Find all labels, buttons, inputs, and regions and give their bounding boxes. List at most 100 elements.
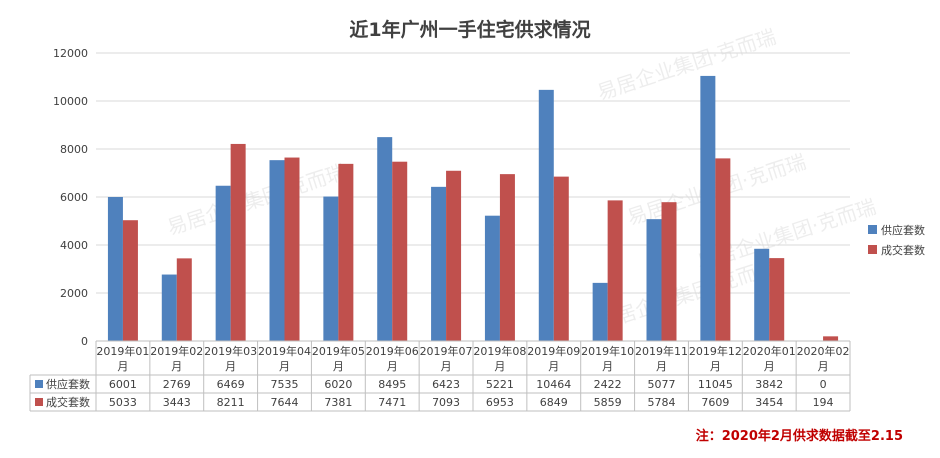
category-label: 2020年01 [743,344,796,358]
data-label: 5859 [594,396,622,409]
y-tick-label: 6000 [60,191,88,204]
bar-supply [754,248,770,341]
y-tick-label: 10000 [53,95,88,108]
data-label: 6469 [217,378,245,391]
bars-layer [107,75,839,342]
bar-deal [661,202,677,341]
category-label: 月 [494,360,505,373]
data-label: 7535 [271,378,299,391]
data-label: 7381 [324,396,352,409]
data-label: 6001 [109,378,137,391]
bar-supply [269,160,285,341]
category-label: 月 [710,360,721,373]
data-label: 0 [820,378,827,391]
category-label: 2019年03 [204,344,257,358]
bar-supply [215,185,231,341]
data-label: 5784 [648,396,676,409]
bar-supply [700,75,716,342]
data-label: 6953 [486,396,514,409]
bar-supply [107,196,123,341]
category-label: 2019年11 [635,344,688,358]
watermark-text: 易居企业集团·克而瑞 [594,24,779,104]
table-legend-key [35,380,43,388]
data-label: 3842 [755,378,783,391]
bar-supply [323,196,339,341]
data-label: 2422 [594,378,622,391]
category-label: 月 [548,360,559,373]
category-label: 月 [171,360,182,373]
data-label: 7644 [271,396,299,409]
bar-deal [176,258,192,341]
table-series-label: 供应套数 [46,377,90,391]
bar-deal [446,170,462,341]
data-table: 2019年01 月 2019年02 月 2019年03 月 2019年04 月 2019年05 月… [29,340,851,412]
category-label: 2019年07 [420,344,473,358]
category-label: 2019年02 [150,344,203,358]
category-label: 2019年12 [689,344,742,358]
y-tick-label: 4000 [60,239,88,252]
y-tick-label: 12000 [53,47,88,60]
legend-swatch [868,225,877,234]
category-label: 2019年09 [527,344,580,358]
bar-supply [431,186,447,341]
table-legend-key [35,398,43,406]
bar-deal [122,220,138,341]
category-label: 月 [656,360,667,373]
category-label: 2020年02 [797,344,850,358]
table-series-label: 成交套数 [46,395,90,409]
data-label: 6020 [324,378,352,391]
data-label: 2769 [163,378,191,391]
category-label: 月 [764,360,775,373]
bar-deal [230,143,246,341]
data-label: 11045 [698,378,733,391]
bar-supply [377,137,393,341]
footnote: 注：2020年2月供求数据截至2.15 [696,428,903,444]
legend-label: 供应套数 [881,223,925,237]
bar-supply [538,89,554,341]
data-label: 7093 [432,396,460,409]
data-label: 5077 [648,378,676,391]
category-label: 月 [441,360,452,373]
category-label: 月 [333,360,344,373]
bar-deal [769,258,785,341]
bar-deal [392,161,408,341]
data-label: 5221 [486,378,514,391]
bar-deal [499,174,515,341]
y-tick-label: 0 [81,335,88,348]
category-label: 2019年04 [258,344,311,358]
data-label: 194 [813,396,834,409]
y-tick-label: 2000 [60,287,88,300]
category-label: 2019年01 [96,344,149,358]
category-label: 月 [117,360,128,373]
data-label: 6423 [432,378,460,391]
data-label: 8211 [217,396,245,409]
bar-supply [646,219,662,341]
data-label: 10464 [536,378,571,391]
category-label: 月 [818,360,829,373]
bar-supply [592,282,608,341]
legend-swatch [868,245,877,254]
category-label: 2019年05 [312,344,365,358]
category-label: 月 [387,360,398,373]
watermark-text: 易居企业集团·克而瑞 [164,159,349,239]
bar-supply [161,274,177,341]
category-label: 2019年06 [366,344,419,358]
bar-deal [284,157,300,341]
data-label: 7609 [701,396,729,409]
data-label: 7471 [378,396,406,409]
category-label: 月 [602,360,613,373]
data-label: 5033 [109,396,137,409]
category-label: 2019年08 [473,344,526,358]
legend-label: 成交套数 [881,243,925,257]
category-label: 月 [279,360,290,373]
bar-supply [484,215,500,341]
bar-deal [823,336,839,341]
category-label: 月 [225,360,236,373]
category-label: 2019年10 [581,344,634,358]
data-label: 3454 [755,396,783,409]
bar-deal [338,163,354,341]
data-label: 8495 [378,378,406,391]
